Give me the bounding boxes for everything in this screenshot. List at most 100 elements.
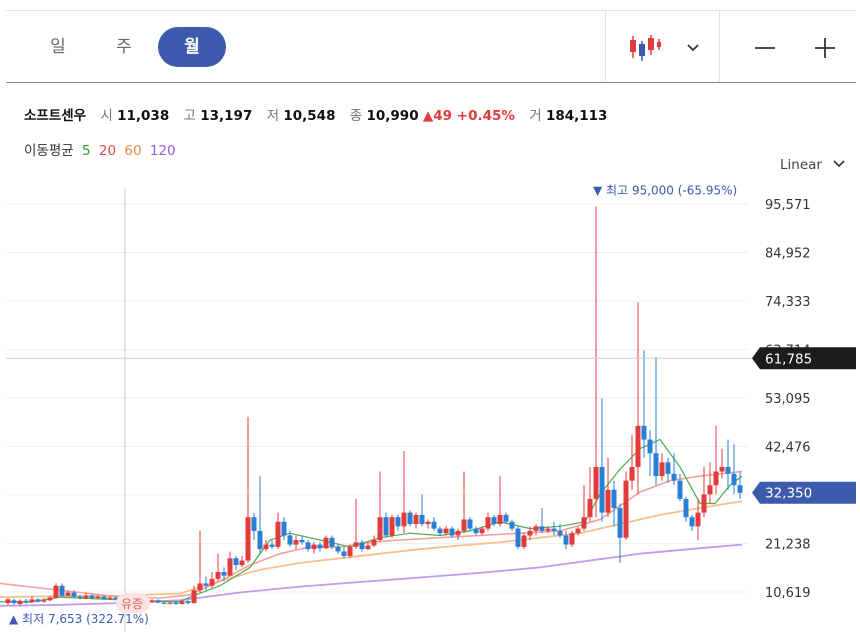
chevron-down-icon[interactable] bbox=[686, 38, 700, 57]
candle-body bbox=[389, 517, 395, 536]
y-tick-label: 21,238 bbox=[765, 538, 811, 553]
candle-body bbox=[593, 466, 599, 499]
candle-body bbox=[233, 558, 239, 566]
open-value: 11,038 bbox=[117, 108, 170, 124]
candle-body bbox=[179, 601, 185, 604]
candle-body bbox=[311, 544, 317, 550]
candle-body bbox=[287, 535, 293, 545]
candle-body bbox=[275, 521, 281, 547]
tab-week[interactable]: 주 bbox=[116, 37, 132, 57]
candle-body bbox=[533, 526, 539, 531]
high-value: 13,197 bbox=[200, 108, 253, 124]
candle-body bbox=[575, 528, 581, 534]
minus-icon[interactable] bbox=[754, 37, 776, 63]
crosshair-price-label: 61,785 bbox=[765, 351, 812, 367]
scale-label: Linear bbox=[780, 157, 822, 173]
candle-body bbox=[581, 517, 587, 529]
candle-body bbox=[671, 473, 677, 481]
candle-body bbox=[101, 596, 107, 599]
candle-body bbox=[647, 439, 653, 454]
y-tick-label: 74,333 bbox=[765, 295, 811, 310]
y-tick-label: 10,619 bbox=[765, 586, 811, 601]
candle-body bbox=[449, 528, 455, 536]
toolbar-divider bbox=[719, 11, 720, 82]
candle-body bbox=[407, 512, 413, 525]
y-tick-label: 84,952 bbox=[765, 247, 811, 262]
candle-body bbox=[491, 517, 497, 525]
candle-body bbox=[227, 558, 233, 576]
candle-body bbox=[221, 571, 227, 576]
candle-body bbox=[539, 526, 545, 531]
candle-body bbox=[251, 517, 257, 531]
ma60-line bbox=[0, 500, 743, 598]
candle-body bbox=[425, 521, 431, 525]
candle-body bbox=[623, 480, 629, 538]
candle-body bbox=[149, 600, 155, 603]
plus-icon[interactable] bbox=[814, 37, 836, 63]
candle-body bbox=[461, 519, 467, 531]
candle-body bbox=[413, 514, 419, 525]
candle-body bbox=[557, 530, 563, 536]
price-chart[interactable]: 95,57184,95274,33363,71453,09542,47632,3… bbox=[0, 180, 860, 632]
volume-value: 184,113 bbox=[545, 108, 608, 124]
candle-body bbox=[359, 542, 365, 550]
candlestick-icon[interactable] bbox=[628, 33, 662, 67]
low-value: 10,548 bbox=[283, 108, 336, 124]
candle-body bbox=[281, 521, 287, 536]
candle-body bbox=[677, 480, 683, 499]
candle-body bbox=[689, 517, 695, 527]
candle-body bbox=[77, 596, 83, 599]
candle-body bbox=[707, 485, 713, 495]
candle-body bbox=[191, 590, 197, 604]
candle-body bbox=[65, 592, 71, 596]
candle-body bbox=[173, 602, 179, 604]
candle-body bbox=[443, 528, 449, 534]
tab-month[interactable]: 월 bbox=[158, 27, 226, 67]
candle-body bbox=[665, 462, 671, 474]
candle-body bbox=[5, 599, 11, 604]
candle-body bbox=[485, 517, 491, 529]
candle-body bbox=[323, 537, 329, 549]
candle-body bbox=[29, 599, 35, 603]
scale-dropdown[interactable]: Linear bbox=[780, 157, 846, 173]
ma120-label: 120 bbox=[149, 143, 176, 159]
candle-body bbox=[521, 535, 527, 547]
candle-body bbox=[161, 602, 167, 604]
candle-body bbox=[605, 489, 611, 513]
candle-body bbox=[437, 528, 443, 534]
open-label: 시 bbox=[100, 108, 113, 124]
ma-legend-label: 이동평균 bbox=[24, 143, 74, 159]
candle-body bbox=[377, 517, 383, 541]
candle-body bbox=[509, 521, 515, 529]
candle-body bbox=[653, 453, 659, 477]
candle-body bbox=[683, 498, 689, 518]
candle-body bbox=[551, 528, 557, 531]
candle-body bbox=[497, 514, 503, 525]
candle-body bbox=[335, 546, 341, 552]
candle-body bbox=[641, 425, 647, 440]
ma-legend: 이동평균 5 20 60 120 bbox=[24, 139, 176, 159]
candle-body bbox=[527, 530, 533, 536]
candle-body bbox=[401, 512, 407, 527]
candle-body bbox=[737, 485, 743, 493]
candle-body bbox=[167, 602, 173, 604]
candle-body bbox=[347, 546, 353, 557]
current-price-label: 32,350 bbox=[765, 486, 812, 502]
tab-day[interactable]: 일 bbox=[50, 37, 66, 57]
ma20-line bbox=[0, 470, 743, 599]
candle-body bbox=[95, 596, 101, 599]
current-price-badge bbox=[752, 481, 856, 504]
candle-body bbox=[473, 528, 479, 534]
min-price-annotation: ▲ 최저 7,653 (322.71%) bbox=[9, 612, 149, 626]
candle-body bbox=[353, 542, 359, 547]
volume-label: 거 bbox=[529, 108, 542, 124]
candle-body bbox=[263, 544, 269, 550]
candle-body bbox=[371, 540, 377, 546]
candle-body bbox=[269, 544, 275, 547]
candle-body bbox=[629, 466, 635, 481]
candle-body bbox=[317, 544, 323, 549]
ma60-label: 60 bbox=[124, 143, 142, 159]
candle-body bbox=[197, 583, 203, 591]
high-label: 고 bbox=[183, 108, 196, 124]
candle-body bbox=[113, 597, 119, 600]
